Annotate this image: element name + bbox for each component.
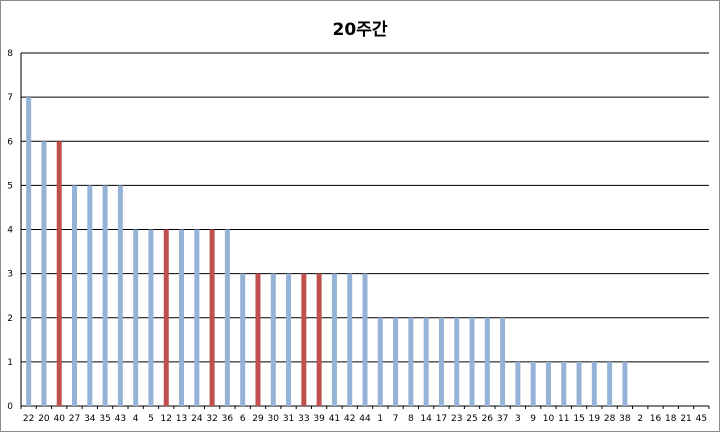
y-tick-label-8: 8 — [7, 49, 13, 59]
bar-25 — [469, 317, 475, 406]
x-tick-label-38: 38 — [619, 414, 631, 424]
x-tick-label-5: 5 — [148, 414, 154, 424]
bar-14 — [423, 317, 429, 406]
x-tick-label-8: 8 — [408, 414, 414, 424]
bar-7 — [393, 317, 399, 406]
bar-12 — [163, 229, 169, 406]
x-tick-label-37: 37 — [497, 414, 508, 424]
bar-33 — [301, 273, 307, 406]
bar-1 — [377, 317, 383, 406]
x-tick-label-12: 12 — [161, 414, 172, 424]
bar-8 — [408, 317, 414, 406]
x-tick-label-20: 20 — [38, 414, 50, 424]
x-tick-label-44: 44 — [359, 414, 371, 424]
x-tick-label-26: 26 — [482, 414, 494, 424]
x-tick-label-27: 27 — [69, 414, 80, 424]
x-tick-label-43: 43 — [115, 414, 126, 424]
x-tick-label-4: 4 — [133, 414, 139, 424]
bar-27 — [72, 185, 78, 406]
x-tick-label-39: 39 — [313, 414, 325, 424]
bar-10 — [545, 361, 551, 406]
bar-5 — [148, 229, 154, 406]
x-tick-label-29: 29 — [252, 414, 264, 424]
bar-19 — [591, 361, 597, 406]
x-tick-label-6: 6 — [240, 414, 246, 424]
x-tick-label-19: 19 — [589, 414, 601, 424]
x-tick-label-45: 45 — [696, 414, 707, 424]
bar-38 — [622, 361, 628, 406]
x-tick-label-31: 31 — [283, 414, 294, 424]
x-tick-label-41: 41 — [329, 414, 340, 424]
bar-3 — [515, 361, 521, 406]
bar-34 — [87, 185, 93, 406]
y-tick-label-1: 1 — [7, 358, 13, 368]
x-tick-label-2: 2 — [637, 414, 643, 424]
bar-39 — [316, 273, 322, 406]
bar-44 — [362, 273, 368, 406]
bar-23 — [454, 317, 460, 406]
x-tick-label-10: 10 — [543, 414, 555, 424]
bar-15 — [576, 361, 582, 406]
bar-22 — [26, 97, 32, 406]
bar-28 — [607, 361, 613, 406]
y-tick-label-6: 6 — [7, 137, 13, 147]
bar-29 — [255, 273, 261, 406]
bar-11 — [561, 361, 567, 406]
x-tick-label-32: 32 — [206, 414, 217, 424]
x-tick-label-17: 17 — [436, 414, 447, 424]
bar-32 — [209, 229, 215, 406]
x-tick-label-30: 30 — [268, 414, 280, 424]
chart-title: 20주간 — [332, 20, 388, 40]
x-tick-label-22: 22 — [23, 414, 34, 424]
x-tick-label-34: 34 — [84, 414, 96, 424]
x-tick-label-28: 28 — [604, 414, 616, 424]
x-tick-label-40: 40 — [53, 414, 65, 424]
bar-13 — [179, 229, 185, 406]
x-tick-label-9: 9 — [530, 414, 536, 424]
x-tick-label-15: 15 — [573, 414, 584, 424]
x-tick-label-13: 13 — [176, 414, 187, 424]
x-tick-label-35: 35 — [99, 414, 110, 424]
bar-37 — [500, 317, 506, 406]
bar-40 — [56, 141, 62, 406]
bar-9 — [530, 361, 536, 406]
bar-30 — [270, 273, 276, 406]
y-tick-label-4: 4 — [7, 226, 13, 236]
x-tick-label-1: 1 — [377, 414, 383, 424]
bar-36 — [224, 229, 230, 406]
bar-17 — [438, 317, 444, 406]
bar-6 — [240, 273, 246, 406]
bar-41 — [331, 273, 337, 406]
y-tick-label-2: 2 — [7, 314, 13, 324]
x-tick-label-24: 24 — [191, 414, 203, 424]
bar-26 — [484, 317, 490, 406]
x-tick-label-14: 14 — [420, 414, 432, 424]
bar-20 — [41, 141, 47, 406]
y-tick-label-0: 0 — [7, 402, 13, 412]
x-tick-label-42: 42 — [344, 414, 355, 424]
bar-4 — [133, 229, 139, 406]
x-tick-label-3: 3 — [515, 414, 521, 424]
x-tick-label-11: 11 — [558, 414, 569, 424]
x-tick-label-25: 25 — [466, 414, 477, 424]
bar-42 — [347, 273, 353, 406]
x-tick-label-7: 7 — [393, 414, 399, 424]
x-tick-label-18: 18 — [665, 414, 677, 424]
y-tick-label-5: 5 — [7, 181, 13, 191]
bar-24 — [194, 229, 200, 406]
x-tick-label-36: 36 — [222, 414, 234, 424]
x-tick-label-33: 33 — [298, 414, 309, 424]
x-tick-label-21: 21 — [680, 414, 691, 424]
x-tick-label-23: 23 — [451, 414, 462, 424]
x-tick-label-16: 16 — [650, 414, 662, 424]
bar-43 — [117, 185, 123, 406]
y-tick-label-3: 3 — [7, 270, 13, 280]
bar-31 — [286, 273, 292, 406]
y-tick-label-7: 7 — [7, 93, 13, 103]
bar-35 — [102, 185, 108, 406]
